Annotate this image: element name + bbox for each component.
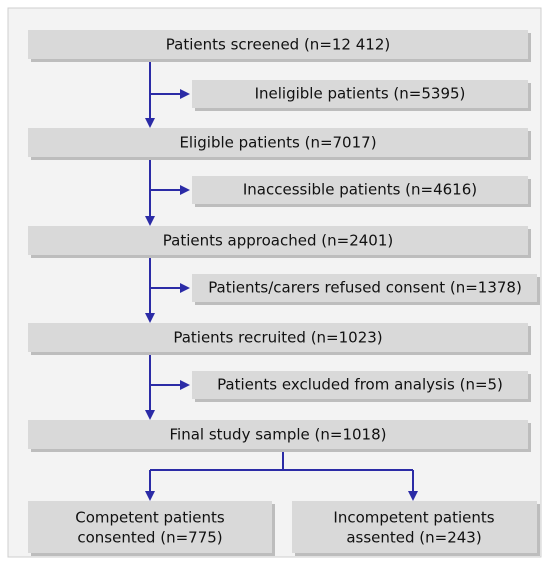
node-label: Patients excluded from analysis (n=5) bbox=[217, 376, 503, 394]
node-label: Patients screened (n=12 412) bbox=[166, 36, 390, 54]
node-label: Eligible patients (n=7017) bbox=[179, 134, 376, 152]
node: Competent patients consented (n=775) bbox=[28, 501, 275, 556]
connectors bbox=[145, 60, 418, 501]
node: Ineligible patients (n=5395) bbox=[192, 80, 531, 111]
node-label: Patients approached (n=2401) bbox=[163, 232, 393, 250]
node: Eligible patients (n=7017) bbox=[28, 128, 531, 160]
node: Incompetent patients assented (n=243) bbox=[292, 501, 540, 556]
node: Inaccessible patients (n=4616) bbox=[192, 176, 531, 207]
node-label: consented (n=775) bbox=[77, 529, 222, 547]
node: Patients recruited (n=1023) bbox=[28, 323, 531, 355]
node-label: Ineligible patients (n=5395) bbox=[255, 85, 466, 103]
node: Patients excluded from analysis (n=5) bbox=[192, 371, 531, 402]
node-label: Incompetent patients bbox=[333, 509, 494, 527]
node: Patients screened (n=12 412) bbox=[28, 30, 531, 62]
node: Final study sample (n=1018) bbox=[28, 420, 531, 452]
node: Patients approached (n=2401) bbox=[28, 226, 531, 258]
node-label: Competent patients bbox=[75, 509, 225, 527]
node-label: Inaccessible patients (n=4616) bbox=[243, 181, 477, 199]
node-label: Patients recruited (n=1023) bbox=[173, 329, 382, 347]
node-label: Final study sample (n=1018) bbox=[170, 426, 387, 444]
node-label: assented (n=243) bbox=[346, 529, 481, 547]
node-label: Patients/carers refused consent (n=1378) bbox=[208, 279, 522, 297]
node: Patients/carers refused consent (n=1378) bbox=[192, 274, 540, 305]
